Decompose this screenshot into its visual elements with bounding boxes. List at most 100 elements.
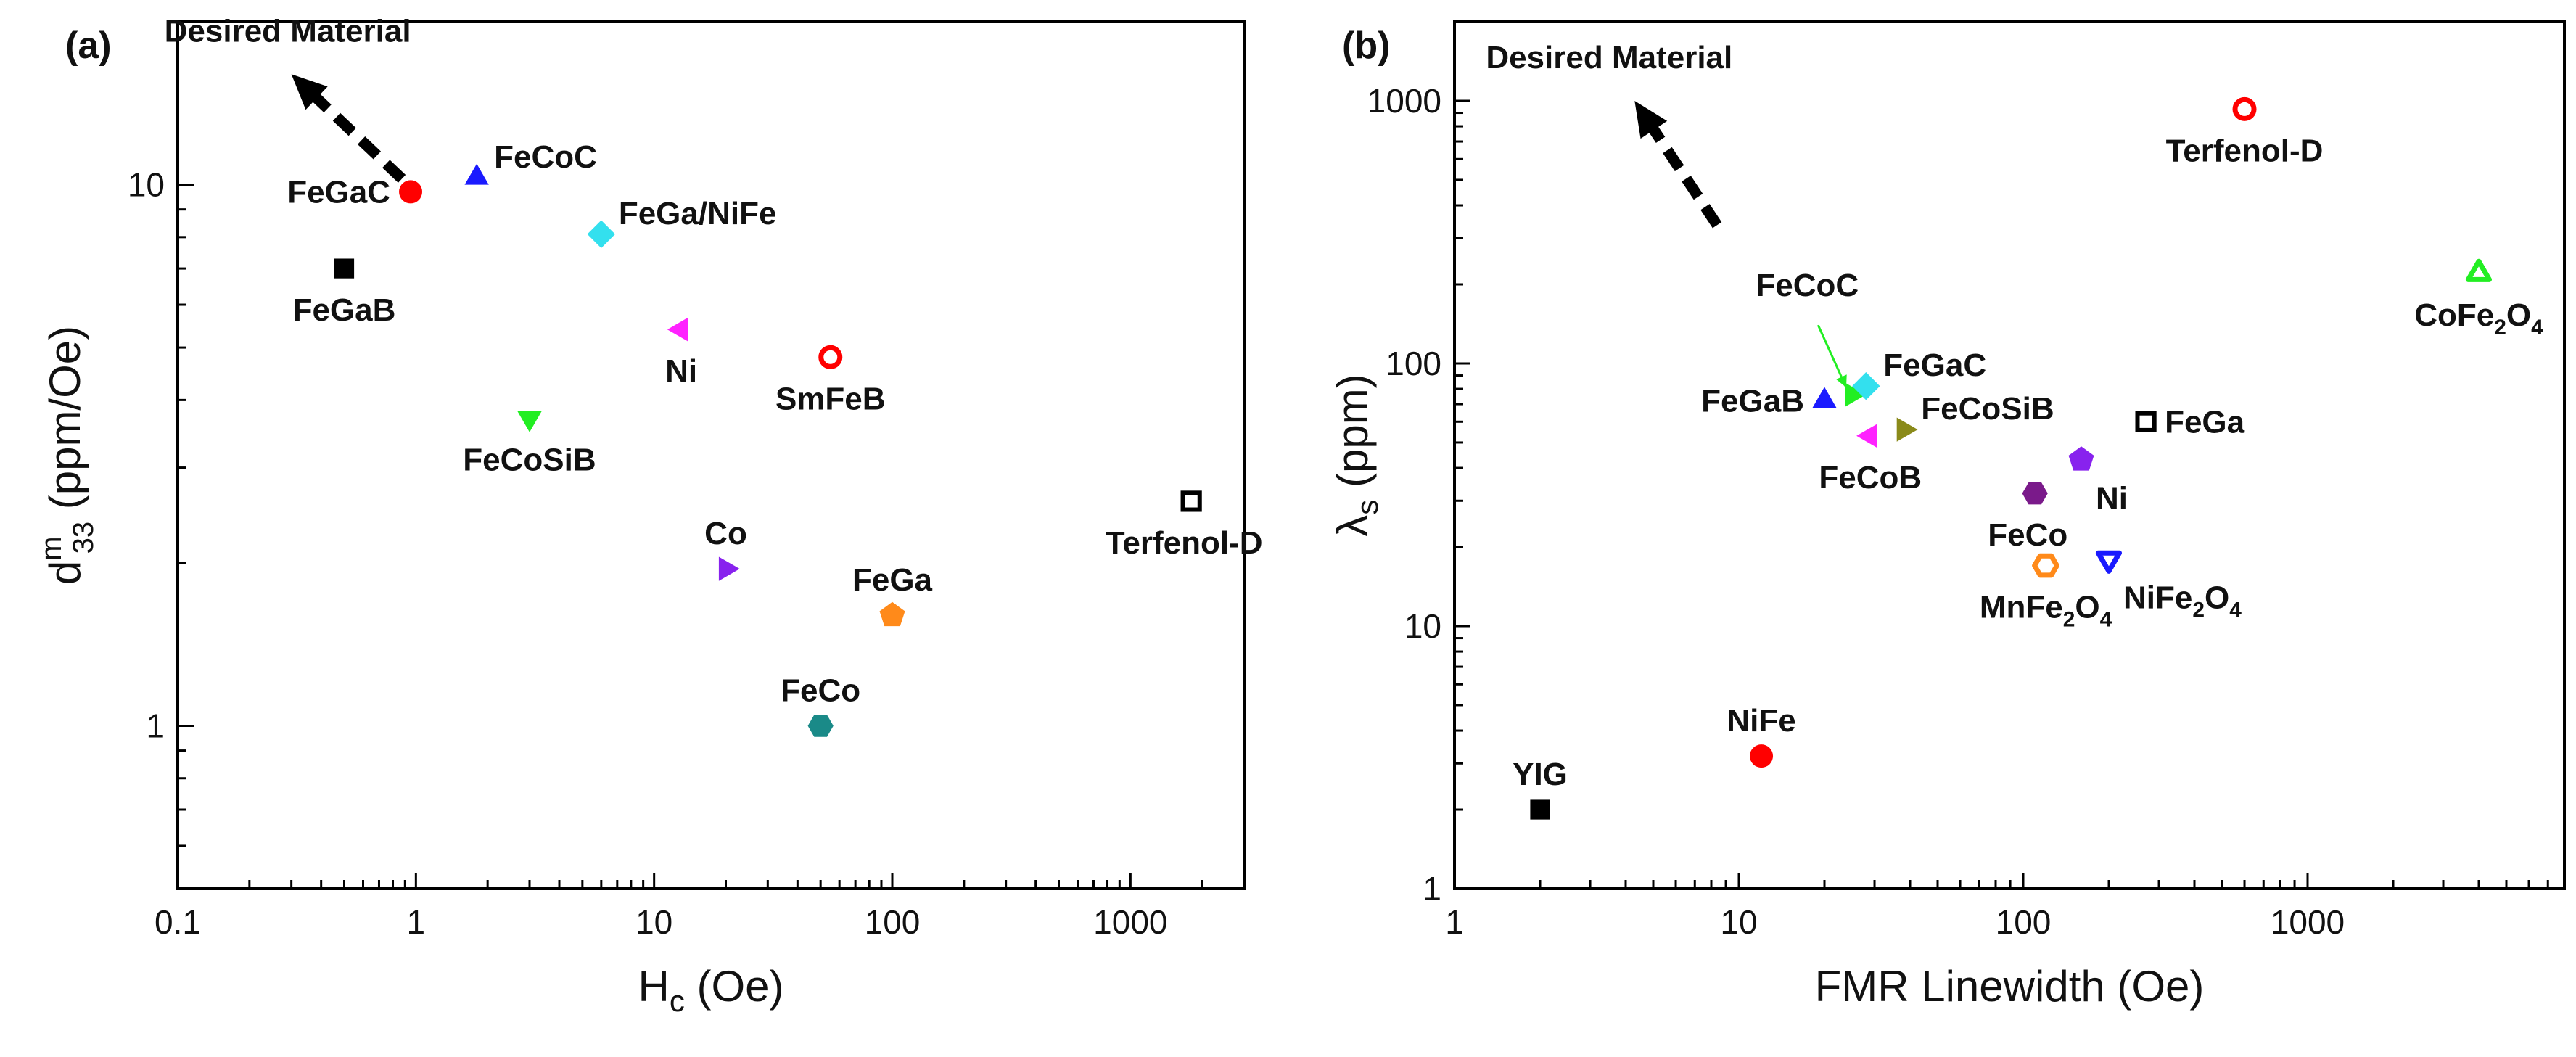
desired-arrow-shaft: [300, 83, 406, 183]
panel-label: (a): [65, 25, 112, 67]
x-axis-title: FMR Linewidth (Oe): [1815, 962, 2205, 1011]
point-label-terfenol-d: Terfenol-D: [2166, 133, 2324, 168]
marker-smfeb: [818, 345, 843, 369]
x-axis-title-part: H: [638, 962, 669, 1011]
marker-feco: [807, 715, 834, 737]
x-tick-label: 10: [635, 903, 672, 941]
panel-b: (b) 1 10 100 1000 1 10 100 1000 FMR Linewidth (Oe…: [1328, 20, 2566, 1011]
data-point-nife2o4: NiFe2O4: [2095, 550, 2242, 622]
desired-material-label: Desired Material: [165, 13, 411, 49]
x-axis-title-part: (Oe): [2105, 962, 2205, 1011]
marker-fegab: [334, 258, 355, 279]
label-part: 2: [2192, 599, 2205, 622]
label-part: NiFe: [1727, 703, 1795, 739]
point-label-fecosib: FeCoSiB: [1921, 391, 2054, 427]
marker-nife: [1750, 744, 1774, 768]
panel-label: (b): [1342, 25, 1390, 67]
point-label-ni: Ni: [2096, 481, 2128, 517]
marker-mnfe2o4: [2032, 553, 2059, 578]
marker-terfenol-d: [1180, 490, 1202, 512]
feco-c-pointer-head: [1836, 374, 1847, 388]
label-part: FeCoC: [494, 139, 597, 175]
marker-fegac: [1852, 372, 1880, 400]
point-label-nife: NiFe: [1727, 703, 1795, 739]
marker-fecoc: [464, 163, 489, 185]
x-tick-label: 100: [1996, 903, 2052, 941]
marker-feco: [2022, 482, 2048, 505]
point-label-fega: FeGa: [2165, 404, 2245, 440]
point-label-nife2o4: NiFe2O4: [2123, 580, 2242, 622]
point-label-fega-nife: FeGa/NiFe: [619, 196, 777, 231]
y-axis-title-part: d: [41, 561, 89, 585]
marker-fega: [2135, 411, 2157, 432]
point-label-fegab: FeGaB: [1701, 384, 1804, 419]
label-part: MnFe: [1980, 590, 2063, 625]
data-point-feco: FeCo: [1988, 482, 2067, 553]
y-axis-title: dm33 (ppm/Oe): [36, 326, 99, 585]
marker-fegab: [1812, 387, 1837, 408]
data-point-fegab: FeGaB: [1701, 384, 1837, 419]
data-point-mnfe2o4: MnFe2O4: [1980, 553, 2112, 632]
marker-nife2o4: [2095, 550, 2122, 574]
desired-arrow-head: [291, 74, 328, 110]
y-axis-title-part: (ppm/Oe): [41, 326, 89, 522]
data-point-terfenol-d: Terfenol-D: [1106, 490, 1263, 561]
label-part: 4: [2100, 608, 2112, 632]
label-part: SmFeB: [775, 381, 886, 416]
y-tick-label: 1000: [1367, 82, 1441, 120]
point-label-mnfe2o4: MnFe2O4: [1980, 590, 2112, 632]
data-point-fecosib: FeCoSiB: [463, 411, 596, 478]
desired-arrow-shaft: [1639, 112, 1722, 229]
desired-material-label: Desired Material: [1486, 40, 1732, 75]
data-point-fegab: FeGaB: [293, 258, 395, 328]
data-point-yig: YIG: [1513, 757, 1568, 820]
data-point-fecosib: FeCoSiB: [1896, 391, 2054, 442]
point-label-fegac: FeGaC: [287, 174, 390, 210]
marker-terfenol-d: [2232, 96, 2257, 121]
marker-fecosib: [1896, 417, 1918, 442]
y-axis-title: λs (ppm): [1328, 374, 1384, 536]
feco-c-pointer-label: FeCoC: [1756, 268, 1859, 303]
data-point-fega: FeGa: [2135, 404, 2245, 440]
plot-frame: [1453, 20, 2566, 890]
point-label-fecob: FeCoB: [1819, 460, 1922, 495]
data-point-fegac: FeGaC: [1852, 347, 1986, 400]
marker-fecob: [1856, 424, 1877, 448]
x-tick-label: 100: [865, 903, 921, 941]
x-tick-label: 1: [407, 903, 426, 941]
y-axis-title-part: (ppm): [1328, 374, 1377, 499]
point-label-cofe2o4: CoFe2O4: [2414, 297, 2543, 340]
y-tick-label: 1: [1423, 870, 1441, 908]
marker-co: [718, 556, 740, 581]
point-label-fegac: FeGaC: [1883, 347, 1986, 383]
label-part: FeGaC: [1883, 347, 1986, 383]
y-axis-title-part: s: [1350, 500, 1384, 515]
marker-fecosib: [517, 411, 542, 432]
point-label-feco: FeCo: [1988, 517, 2067, 553]
data-point-fecoc: FeCoC: [464, 139, 597, 185]
marker-ni: [667, 317, 688, 342]
label-part: YIG: [1513, 757, 1568, 792]
label-part: O: [2205, 580, 2229, 616]
label-part: FeGa/NiFe: [619, 196, 777, 231]
y-tick-label: 1: [146, 707, 165, 744]
data-point-feco: FeCo: [781, 673, 860, 737]
point-label-fega: FeGa: [852, 562, 933, 598]
point-label-fecosib: FeCoSiB: [463, 443, 596, 478]
x-axis-title: Hc (Oe): [638, 962, 783, 1018]
x-axis-title-part: (Oe): [685, 962, 784, 1011]
data-point-cofe2o4: CoFe2O4: [2414, 258, 2543, 340]
label-part: 4: [2229, 599, 2242, 622]
label-part: FeCo: [781, 673, 860, 708]
y-axis-title-part: m: [36, 536, 67, 560]
label-part: Terfenol-D: [2166, 133, 2324, 168]
data-point-fega-nife: FeGa/NiFe: [587, 196, 777, 248]
data-point-ni: Ni: [665, 317, 697, 389]
label-part: FeGaB: [1701, 384, 1804, 419]
label-part: Co: [704, 516, 747, 551]
label-part: O: [2506, 297, 2531, 333]
plot-frame: [176, 20, 1246, 890]
marker-fegac: [399, 180, 423, 204]
marker-fega-nife: [587, 220, 615, 248]
